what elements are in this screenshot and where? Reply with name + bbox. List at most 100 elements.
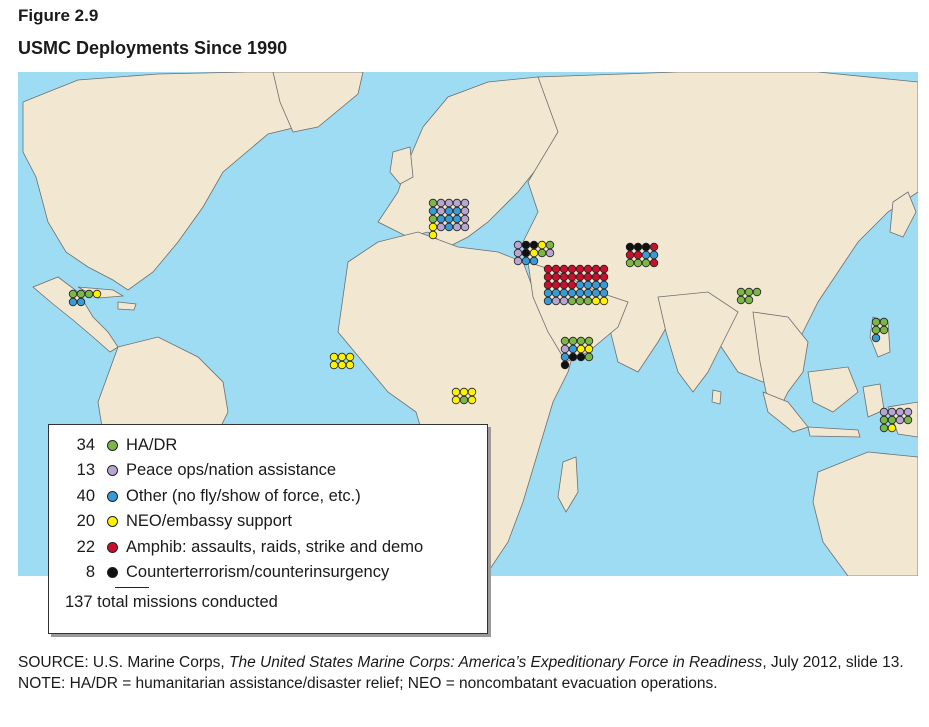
legend-item-ct: 8 Counterterrorism/counterinsurgency [49,561,479,585]
deployment-marker-neo [599,296,609,306]
deployment-marker-neo [345,360,355,370]
deployment-marker-other [444,206,454,216]
deployment-marker-hadr [575,296,585,306]
deployment-marker-amphib [599,272,609,282]
legend-label: Peace ops/nation assistance [126,461,337,479]
deployment-marker-amphib [583,272,593,282]
deployment-marker-neo [337,352,347,362]
source-title: The United States Marine Corps: America’… [229,654,763,671]
deployment-marker-neo [451,387,461,397]
land-uk [389,146,414,185]
legend-marker-icon [107,516,118,527]
deployment-marker-other [575,280,585,290]
land-southeast-asia [752,311,809,413]
deployment-marker-other [559,288,569,298]
deployment-marker-amphib [575,272,585,282]
land-sri-lanka [711,389,722,405]
deployment-marker-peace [887,407,897,417]
legend-label: Amphib: assaults, raids, strike and demo [126,537,424,556]
deployment-marker-other [543,288,553,298]
deployment-marker-amphib [583,264,593,274]
deployment-marker-other [583,288,593,298]
deployment-marker-ct [625,242,635,252]
deployment-marker-neo [92,289,102,299]
deployment-marker-other [583,280,593,290]
deployment-marker-peace [513,240,523,250]
deployment-marker-hadr [744,287,754,297]
deployment-marker-hadr [879,325,889,335]
legend-item-neo: 20 NEO/embassy support [49,510,479,534]
deployment-marker-other [591,280,601,290]
deployment-marker-hadr [428,214,438,224]
legend-count: 22 [76,537,95,556]
deployment-marker-hadr [76,289,86,299]
land-australia [812,451,918,576]
deployment-marker-hadr [633,258,643,268]
source-line: SOURCE: U.S. Marine Corps, The United St… [18,652,918,673]
deployment-marker-peace [460,198,470,208]
deployment-marker-other [521,256,531,266]
deployment-marker-hadr [576,336,586,346]
deployment-marker-other [76,297,86,307]
deployment-marker-neo [537,240,547,250]
deployment-marker-other [444,222,454,232]
deployment-marker-hadr [871,325,881,335]
land-madagascar [557,456,579,513]
deployment-marker-ct [568,352,578,362]
deployment-marker-neo [459,387,469,397]
deployment-marker-hadr [871,317,881,327]
legend-marker-icon [107,490,118,502]
deployment-marker-hadr [887,415,897,425]
deployment-marker-amphib [543,272,553,282]
deployment-marker-other [551,288,561,298]
deployment-marker-other [591,288,601,298]
deployment-marker-hadr [583,296,593,306]
deployment-marker-other [599,280,609,290]
deployment-marker-ct [576,352,586,362]
deployment-marker-amphib [559,264,569,274]
legend-count: 40 [76,486,95,505]
deployment-marker-neo [329,360,339,370]
deployment-marker-ct [633,242,643,252]
deployment-marker-neo [345,352,355,362]
deployment-marker-peace [545,248,555,258]
deployment-marker-peace [559,296,569,306]
deployment-marker-other [871,333,881,343]
deployment-marker-neo [584,344,594,354]
legend-item-peace: 13 Peace ops/nation assistance [49,459,479,483]
deployment-marker-peace [879,407,889,417]
deployment-marker-neo [576,344,586,354]
deployment-marker-hadr [568,336,578,346]
deployment-marker-hadr [584,352,594,362]
deployment-marker-neo [428,230,438,240]
deployment-marker-peace [460,222,470,232]
source-prefix: SOURCE: U.S. Marine Corps, [18,654,230,671]
deployment-marker-hadr [428,198,438,208]
deployment-marker-amphib [625,250,635,260]
deployment-marker-peace [436,222,446,232]
deployment-marker-hadr [545,240,555,250]
deployment-marker-amphib [543,264,553,274]
deployment-marker-other [599,288,609,298]
land-north-america [22,72,359,291]
deployment-marker-peace [560,344,570,354]
deployment-marker-other [560,352,570,362]
legend-box: 34 HA/DR 13 Peace ops/nation assistance 40 Ot… [48,424,488,634]
figure-label: Figure 2.9 [18,6,99,25]
deployment-marker-amphib [649,258,659,268]
deployment-marker-hadr [584,336,594,346]
deployment-marker-neo [887,423,897,433]
deployment-marker-amphib [591,264,601,274]
deployment-marker-amphib [649,242,659,252]
deployment-marker-ct [521,248,531,258]
deployment-marker-amphib [567,272,577,282]
deployment-marker-other [641,250,651,260]
deployment-marker-amphib [559,280,569,290]
legend-item-hadr: 34 HA/DR [49,433,479,457]
land-java [807,426,861,438]
deployment-marker-amphib [543,280,553,290]
land-hispaniola [117,301,137,311]
deployment-marker-neo [451,395,461,405]
deployment-marker-other [452,206,462,216]
legend-marker-icon [107,439,118,451]
